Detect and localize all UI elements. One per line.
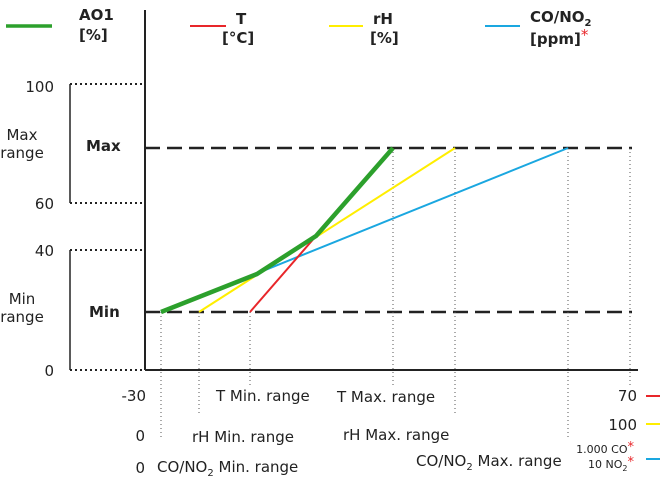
ao1-legend-unit: [%] [79,26,108,44]
co-end-10: 10 NO2* [588,455,634,473]
rh-start: 0 [135,427,145,445]
min-range-label-1: Min [9,290,36,308]
t-start: -30 [122,387,147,405]
guides [160,148,631,440]
y-tick-60: 60 [35,195,54,213]
t-min-range: T Min. range [215,387,310,405]
co-min-range: CO/NO2 Min. range [157,458,298,479]
max-range-label-1: Max [6,126,37,144]
y-tick-0: 0 [44,362,54,380]
max-label: Max [86,137,121,155]
co-start: 0 [135,459,145,477]
rh-min-range: rH Min. range [192,428,294,446]
t-legend-name: T [236,10,247,28]
y-tick-40: 40 [35,242,54,260]
rh-legend-name: rH [373,10,393,28]
max-range-label-2: range [0,144,44,162]
co-legend-unit: [ppm]* [530,26,589,48]
min-label: Min [89,303,120,321]
co-legend-name: CO/NO2 [530,8,592,29]
rh-end: 100 [608,416,637,434]
t-end: 70 [618,387,637,405]
rh-max-range: rH Max. range [343,426,449,444]
t-legend-unit: [°C] [222,29,254,47]
series-ao1-line [160,146,395,315]
y-tick-100: 100 [25,78,54,96]
co-max-range: CO/NO2 Max. range [416,452,562,473]
series-rh-line [198,147,456,313]
ao1-legend-name: AO1 [79,6,114,24]
co-end-1000: 1.000 CO* [576,440,634,456]
t-max-range: T Max. range [336,388,435,406]
min-range-label-2: range [0,308,44,326]
rh-legend-unit: [%] [370,29,399,47]
legend: AO1 [%] T [°C] rH [%] CO/NO2 [ppm]* [6,6,592,48]
